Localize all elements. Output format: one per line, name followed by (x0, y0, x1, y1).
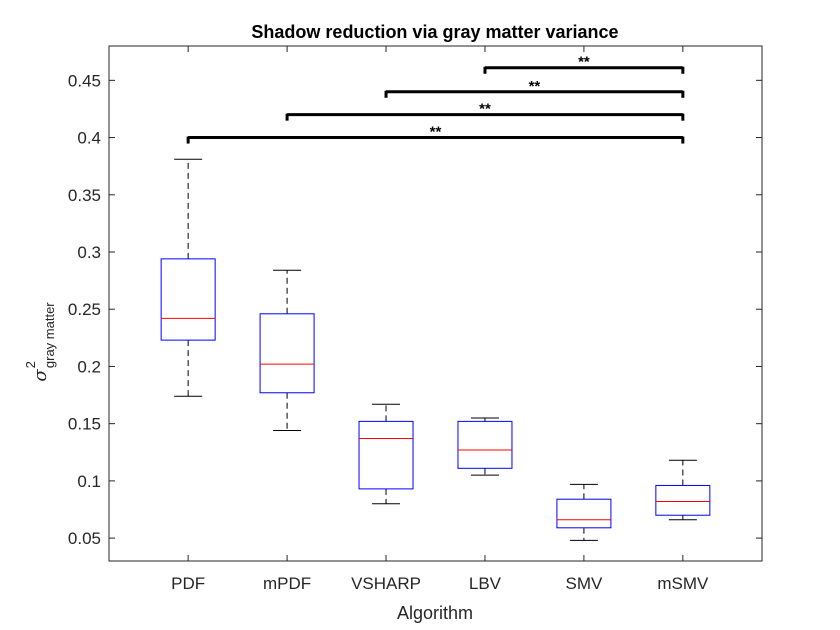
y-tick-label: 0.15 (68, 415, 101, 434)
plot-area: 0.05 0.1 0.15 0.2 0.25 0.3 0.35 0.4 0.45 PDF mPDF V… (68, 45, 763, 593)
y-axis-label-subscript: gray matter (42, 302, 57, 368)
y-tick-label: 0.05 (68, 529, 101, 548)
y-tick-label: 0.25 (68, 300, 101, 319)
axes-box (108, 45, 763, 562)
x-tick-label: mSMV (657, 574, 709, 593)
x-tick-label: VSHARP (351, 574, 421, 593)
x-axis-label: Algorithm (397, 603, 473, 623)
box-iqr (259, 313, 315, 394)
y-tick-label: 0.45 (68, 71, 101, 90)
y-axis-label-sigma: σ (30, 369, 51, 382)
box-iqr (160, 258, 216, 341)
x-tick-label: SMV (565, 574, 603, 593)
chart-title: Shadow reduction via gray matter varianc… (251, 22, 618, 42)
y-tick-label: 0.4 (77, 129, 101, 148)
y-axis-label: σ2 gray matter (23, 302, 57, 382)
significance-label: ** (529, 78, 541, 95)
box-iqr (655, 484, 711, 516)
x-tick-label: PDF (171, 574, 205, 593)
significance-label: ** (578, 54, 590, 71)
box-iqr (457, 420, 513, 469)
y-tick-label: 0.1 (77, 472, 101, 491)
y-tick-label: 0.3 (77, 243, 101, 262)
significance-label: ** (479, 101, 491, 118)
significance-label: ** (430, 124, 442, 141)
y-tick-label: 0.35 (68, 186, 101, 205)
y-tick-label: 0.2 (77, 357, 101, 376)
box-iqr (358, 420, 414, 490)
y-axis-label-superscript: 2 (23, 361, 38, 368)
x-tick-label: mPDF (263, 574, 311, 593)
box-iqr (556, 498, 612, 529)
x-tick-label: LBV (469, 574, 502, 593)
